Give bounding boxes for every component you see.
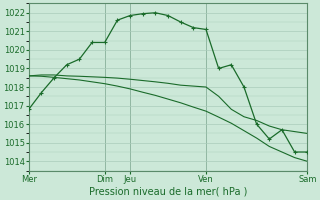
X-axis label: Pression niveau de la mer( hPa ): Pression niveau de la mer( hPa ) <box>89 187 247 197</box>
